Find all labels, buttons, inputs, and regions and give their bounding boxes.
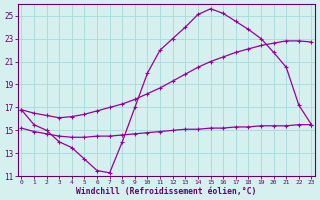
X-axis label: Windchill (Refroidissement éolien,°C): Windchill (Refroidissement éolien,°C) [76, 187, 257, 196]
